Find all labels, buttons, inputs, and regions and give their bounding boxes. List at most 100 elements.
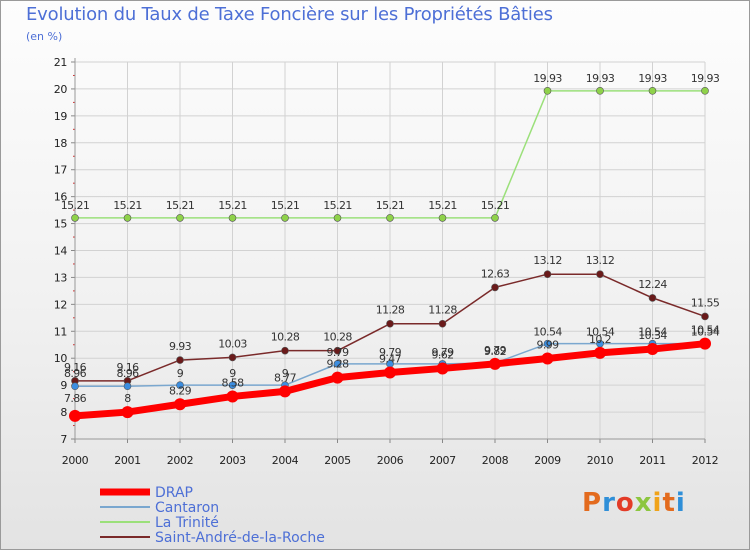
data-label-la-trinite-2004: 15.21 <box>271 199 300 212</box>
point-saint-andre-de-la-roche-2004 <box>281 346 289 355</box>
point-drap-2010 <box>594 346 606 359</box>
point-la-trinite-2005 <box>333 214 342 222</box>
data-label-cantaron-2004: 9 <box>282 367 289 380</box>
data-label-saint-andre-de-la-roche-2005: 10.28 <box>323 331 352 344</box>
data-label-cantaron-2007: 9.79 <box>431 346 454 359</box>
point-drap-2006 <box>384 366 396 379</box>
x-tick-label-2006: 2006 <box>377 454 404 467</box>
point-saint-andre-de-la-roche-2002 <box>176 356 184 364</box>
point-saint-andre-de-la-roche-2003 <box>228 353 237 362</box>
data-label-drap-2012: 10.54 <box>691 324 720 337</box>
data-label-drap-2010: 10.2 <box>589 333 611 346</box>
point-cantaron-2002 <box>176 381 184 389</box>
x-tick-label-2010: 2010 <box>587 454 614 467</box>
data-label-la-trinite-2011: 19.93 <box>638 72 667 85</box>
point-cantaron-2009 <box>543 339 552 348</box>
data-label-drap-2001: 8 <box>124 392 131 405</box>
point-la-trinite-2007 <box>438 214 447 222</box>
legend-label-cantaron: Cantaron <box>155 500 219 516</box>
point-la-trinite-2002 <box>176 214 184 222</box>
data-label-la-trinite-2009: 19.93 <box>533 72 562 85</box>
data-label-la-trinite-2002: 15.21 <box>166 199 195 212</box>
data-label-la-trinite-2012: 19.93 <box>691 72 720 85</box>
data-label-saint-andre-de-la-roche-2008: 12.63 <box>481 267 510 280</box>
x-tick-label-2011: 2011 <box>639 454 665 467</box>
legend-label-drap: DRAP <box>155 485 193 501</box>
data-label-cantaron-2003: 9 <box>229 367 236 380</box>
data-label-cantaron-2005: 9.79 <box>326 346 349 359</box>
data-label-saint-andre-de-la-roche-2004: 10.28 <box>271 331 300 344</box>
data-label-saint-andre-de-la-roche-2009: 13.12 <box>533 254 562 267</box>
point-saint-andre-de-la-roche-2010 <box>596 270 604 278</box>
data-label-drap-2011: 10.34 <box>638 329 667 342</box>
point-saint-andre-de-la-roche-2007 <box>438 319 447 328</box>
data-label-la-trinite-2006: 15.21 <box>376 199 405 212</box>
data-label-cantaron-2010: 10.54 <box>586 326 615 339</box>
y-tick-label-19: 19 <box>54 110 68 123</box>
y-tick-label-13: 13 <box>54 271 68 284</box>
proxiti-logo: Proxiti <box>582 488 686 518</box>
data-label-saint-andre-de-la-roche-2011: 12.24 <box>638 278 667 291</box>
point-cantaron-2005 <box>333 360 342 368</box>
point-saint-andre-de-la-roche-2012 <box>701 312 709 321</box>
y-tick-label-15: 15 <box>54 218 68 231</box>
grid <box>74 61 706 440</box>
data-label-la-trinite-2001: 15.21 <box>113 199 142 212</box>
unit-label: (en %) <box>26 30 63 43</box>
data-label-cantaron-2006: 9.79 <box>379 346 402 359</box>
data-label-drap-2007: 9.62 <box>431 348 453 361</box>
point-drap-2002 <box>174 398 186 411</box>
point-la-trinite-2011 <box>648 87 657 95</box>
y-tick-label-9: 9 <box>60 379 67 392</box>
x-tick-label-2005: 2005 <box>324 454 351 467</box>
y-tick-label-11: 11 <box>54 325 67 338</box>
point-la-trinite-2003 <box>228 214 237 222</box>
data-label-saint-andre-de-la-roche-2012: 11.55 <box>691 296 720 309</box>
x-tick-label-2004: 2004 <box>272 454 299 467</box>
data-label-cantaron-2009: 10.54 <box>533 326 562 339</box>
point-saint-andre-de-la-roche-2008 <box>491 283 499 292</box>
y-tick-label-21: 21 <box>54 56 67 69</box>
data-label-saint-andre-de-la-roche-2003: 10.03 <box>218 337 247 350</box>
point-la-trinite-2000 <box>71 214 79 222</box>
data-label-saint-andre-de-la-roche-2000: 9.16 <box>64 361 87 374</box>
data-labels: 7.86 88.298.58 8.779.28 9.47 9.62 9.79 9.99 10.… <box>61 72 721 405</box>
data-label-la-trinite-2003: 15.21 <box>218 199 247 212</box>
point-saint-andre-de-la-roche-2009 <box>543 270 552 278</box>
chart-title: Evolution du Taux de Taxe Foncière sur l… <box>26 4 553 25</box>
data-label-saint-andre-de-la-roche-2002: 9.93 <box>169 340 192 353</box>
data-label-la-trinite-2005: 15.21 <box>323 199 352 212</box>
point-drap-2009 <box>541 352 554 365</box>
x-tick-label-2007: 2007 <box>429 454 456 467</box>
x-tick-label-2009: 2009 <box>534 454 561 467</box>
point-drap-2007 <box>436 362 449 375</box>
point-drap-2003 <box>226 390 239 403</box>
point-drap-2001 <box>121 406 134 419</box>
data-label-cantaron-2008: 9.82 <box>484 345 506 358</box>
y-tick-label-17: 17 <box>54 164 68 177</box>
point-la-trinite-2008 <box>491 214 499 222</box>
data-label-la-trinite-2010: 19.93 <box>586 72 615 85</box>
y-tick-label-8: 8 <box>60 406 67 419</box>
point-drap-2008 <box>489 357 501 370</box>
x-tick-label-2001: 2001 <box>114 454 140 467</box>
y-tick-label-10: 10 <box>54 352 68 365</box>
axes: 7 8 9 10 11 12 13 14 15 16 17 18 19 20 21 2000 2001 2002 2… <box>54 56 719 467</box>
point-drap-2011 <box>646 343 659 356</box>
y-tick-label-12: 12 <box>54 298 67 311</box>
data-label-la-trinite-2000: 15.21 <box>61 199 90 212</box>
data-label-drap-2000: 7.86 <box>64 392 87 405</box>
data-label-cantaron-2011: 10.54 <box>638 326 667 339</box>
point-cantaron-2003 <box>228 381 237 389</box>
legend-label-saint-andre-de-la-roche: Saint-André-de-la-Roche <box>155 530 325 546</box>
point-saint-andre-de-la-roche-2005 <box>333 346 342 355</box>
y-tick-label-18: 18 <box>54 137 68 150</box>
y-tick-label-16: 16 <box>54 191 68 204</box>
x-tick-label-2008: 2008 <box>482 454 509 467</box>
point-la-trinite-2004 <box>281 214 289 222</box>
x-tick-label-2002: 2002 <box>167 454 193 467</box>
data-label-saint-andre-de-la-roche-2006: 11.28 <box>376 304 405 317</box>
point-drap-2004 <box>279 385 291 398</box>
